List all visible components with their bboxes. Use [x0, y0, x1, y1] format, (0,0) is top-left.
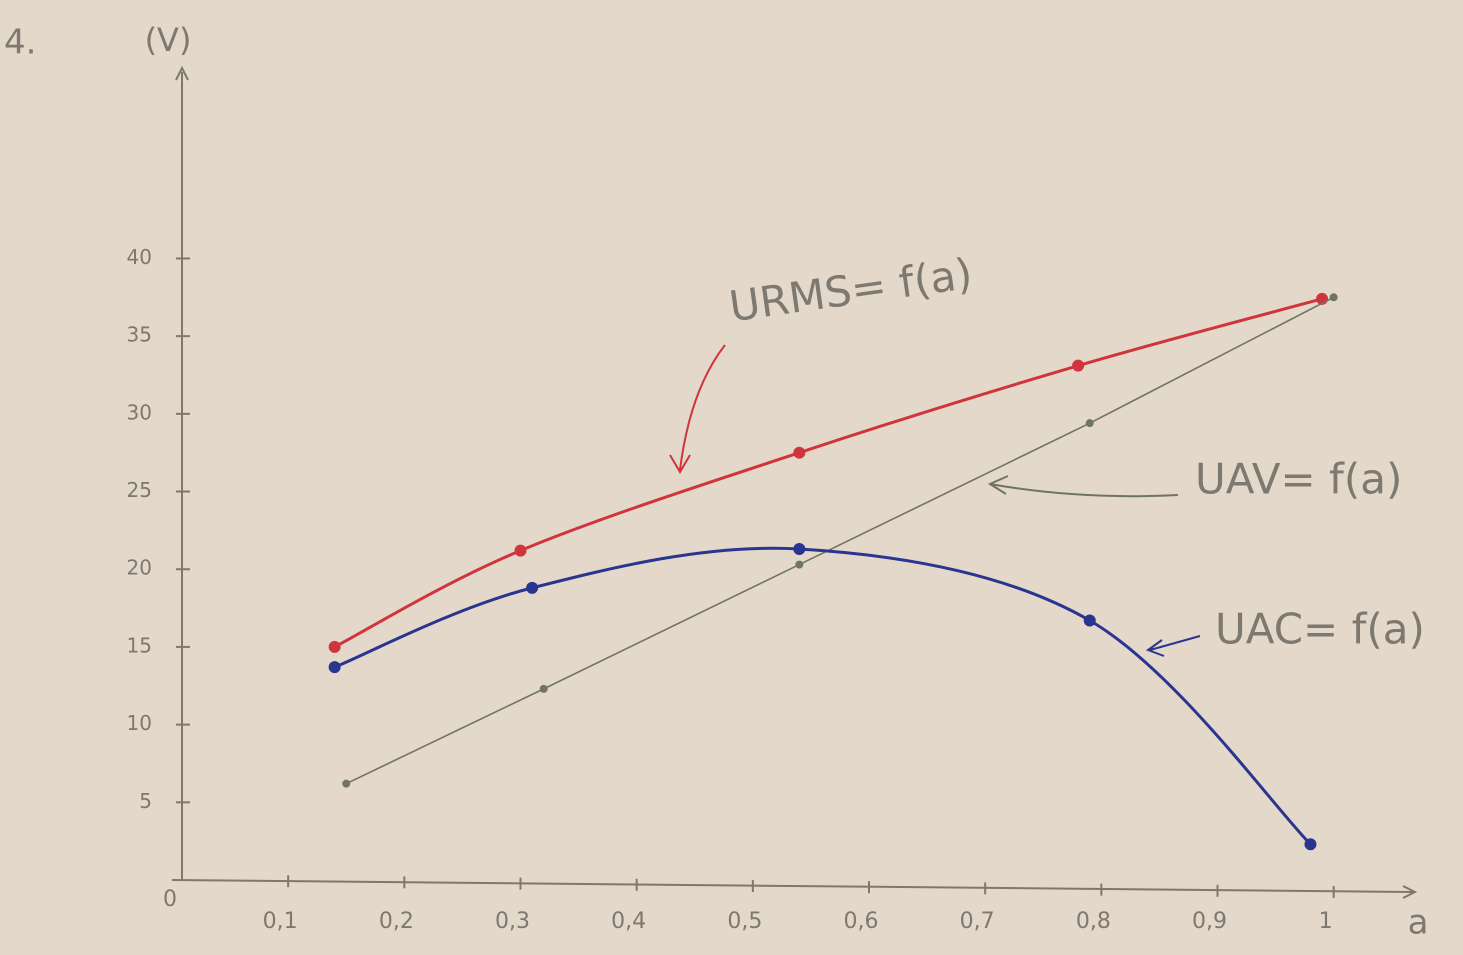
y-tick-label: 30: [127, 400, 152, 424]
data-point: [540, 685, 548, 693]
x-tick-label: 0,7: [960, 909, 995, 934]
data-point: [329, 641, 341, 653]
x-tick-label: 0,5: [727, 909, 762, 934]
y-tick-label: 25: [127, 478, 152, 502]
data-point: [1072, 360, 1084, 372]
x-tick-label: 0,3: [495, 909, 530, 934]
x-tick-label: 0,6: [844, 909, 879, 934]
x-axis-label: a: [1408, 903, 1429, 943]
y-tick-label: 10: [127, 711, 152, 735]
data-point: [329, 661, 341, 673]
data-point: [1084, 615, 1096, 627]
y-tick-label: 20: [127, 556, 152, 580]
x-tick-label: 0,8: [1076, 909, 1111, 934]
x-tick-label: 1: [1319, 909, 1333, 934]
data-point: [1086, 419, 1094, 427]
data-point: [526, 582, 538, 594]
data-point: [795, 561, 803, 569]
x-tick-label: 0,9: [1192, 909, 1227, 934]
x-tick-label: 0: [163, 887, 177, 912]
data-point: [515, 545, 527, 557]
chart: 4. (V) a 5 10 15 20 25 30 35 40 0 0,1 0,2 0,3 0,4 0,5…: [0, 0, 1463, 955]
x-tick-label: 0,4: [611, 909, 646, 934]
x-tick-label: 0,1: [263, 909, 298, 934]
y-tick-label: 15: [127, 633, 152, 657]
data-point: [793, 543, 805, 555]
data-point: [1304, 838, 1316, 850]
data-point: [342, 780, 350, 788]
y-tick-label: 5: [139, 789, 152, 813]
y-tick-label: 40: [127, 245, 152, 269]
data-point: [793, 447, 805, 459]
y-axis-label: (V): [145, 21, 192, 59]
chart-title: 4.: [4, 23, 36, 63]
legend-label: UAC= f(a): [1215, 605, 1425, 654]
y-tick-label: 35: [127, 323, 152, 347]
x-tick-label: 0,2: [379, 909, 414, 934]
legend-label: UAV= f(a): [1195, 455, 1402, 504]
data-point: [1330, 293, 1338, 301]
